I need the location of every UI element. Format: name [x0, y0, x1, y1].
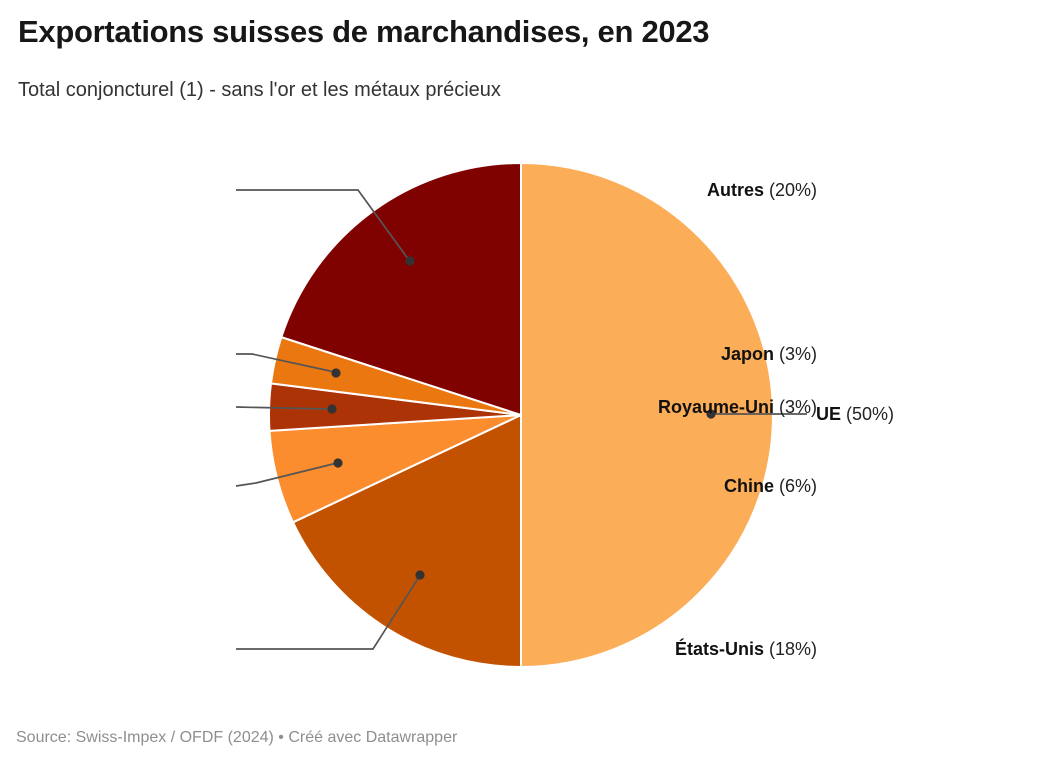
- slice-label-japon: Japon (3%): [721, 341, 817, 367]
- slice-label-pct: (3%): [778, 344, 817, 364]
- slice-label-royaume-uni: Royaume-Uni (3%): [658, 394, 817, 420]
- chart-title: Exportations suisses de marchandises, en…: [18, 14, 710, 49]
- slice-label-name: Royaume-Uni: [657, 397, 774, 417]
- slice-label-pct: (6%): [778, 476, 817, 496]
- leader-dot-chine: [333, 458, 343, 468]
- slice-label-pct: (50%): [846, 404, 895, 424]
- slice-label-name: Autres: [706, 180, 764, 200]
- leader-dot-ue: [706, 409, 716, 419]
- slice-label-pct: (18%): [768, 639, 817, 659]
- slice-label-name: UE: [816, 404, 842, 424]
- slice-label-pct: (20%): [768, 180, 817, 200]
- source-attribution: Source: Swiss-Impex / OFDF (2024) • Créé…: [16, 729, 458, 746]
- slice-label-etats-unis: États-Unis (18%): [675, 636, 817, 662]
- slice-label-name: Japon: [720, 344, 774, 364]
- leader-dot-autres: [405, 256, 415, 266]
- leader-dot-japon: [331, 368, 341, 378]
- chart-subtitle: Total conjoncturel (1) - sans l'or et le…: [18, 79, 501, 101]
- leader-dot-royaume-uni: [327, 404, 337, 414]
- slice-label-name: Chine: [723, 476, 774, 496]
- leader-dot-etats-unis: [415, 570, 425, 580]
- pie-slice-ue[interactable]: [520, 162, 774, 668]
- slice-label-ue: UE (50%): [816, 401, 894, 427]
- slice-label-chine: Chine (6%): [724, 473, 817, 499]
- slice-label-name: États-Unis: [674, 639, 764, 659]
- slice-label-pct: (3%): [778, 397, 817, 417]
- slice-label-autres: Autres (20%): [707, 177, 817, 203]
